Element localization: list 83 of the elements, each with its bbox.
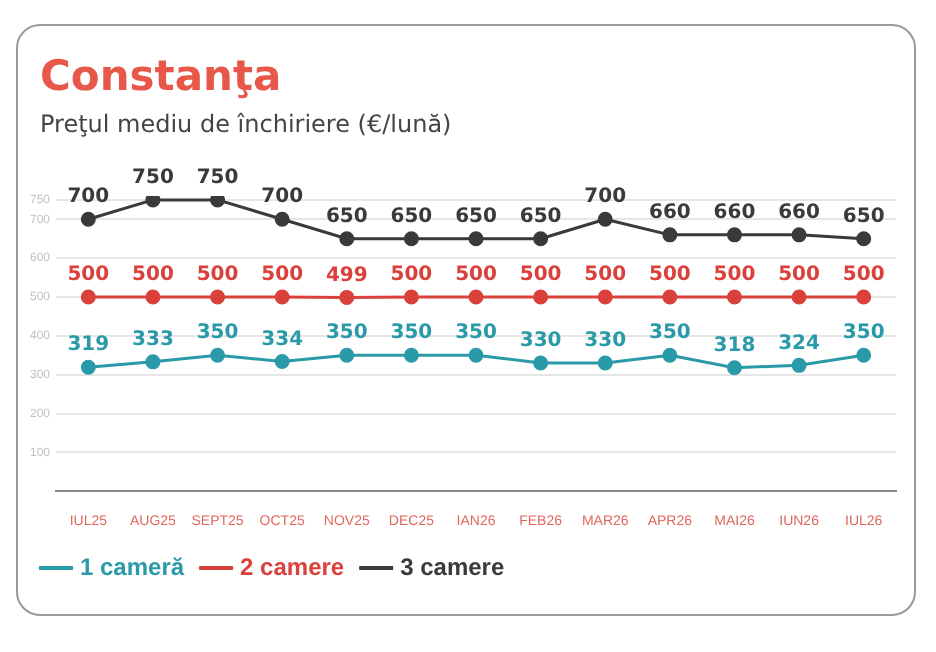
point [339, 231, 355, 247]
data-label: 350 [325, 322, 368, 345]
data-label: 500 [455, 264, 497, 287]
data-label: 500 [713, 264, 756, 287]
chart-title: Constanţa [40, 52, 282, 100]
data-label: 650 [455, 205, 497, 228]
point [339, 289, 355, 305]
chart-subtitle: Preţul mediu de închiriere (€/lună) [40, 110, 452, 138]
legend-label: 1 cameră [80, 552, 185, 581]
data-label: 660 [648, 202, 691, 225]
data-label: 330 [519, 330, 562, 353]
data-label: 660 [778, 202, 821, 225]
point [662, 227, 678, 243]
point [80, 211, 96, 227]
point [597, 355, 613, 371]
data-label: 700 [261, 186, 304, 209]
data-label: 500 [390, 264, 433, 287]
point [856, 231, 872, 247]
point [791, 357, 807, 373]
point [468, 289, 484, 305]
data-label: 350 [196, 322, 239, 345]
point [145, 196, 161, 208]
point [791, 289, 807, 305]
point [662, 289, 678, 305]
data-label: 750 [196, 167, 239, 190]
point [597, 289, 613, 305]
data-label: 700 [584, 186, 627, 209]
data-label: 500 [132, 264, 174, 287]
point [274, 353, 290, 369]
data-label: 500 [778, 264, 821, 287]
data-label: 500 [842, 264, 885, 287]
legend-label: 2 camere [240, 552, 345, 581]
data-label: 650 [842, 205, 885, 228]
point [533, 231, 549, 247]
data-label: 324 [778, 332, 821, 355]
data-label: 350 [455, 322, 497, 345]
point [403, 231, 419, 247]
point [468, 347, 484, 363]
point [533, 355, 549, 371]
point [80, 289, 96, 305]
data-label: 319 [67, 334, 110, 357]
data-label: 334 [261, 328, 304, 351]
point [403, 289, 419, 305]
point [210, 196, 226, 208]
point [662, 347, 678, 363]
data-label: 333 [132, 329, 174, 352]
point [145, 354, 161, 370]
point [274, 211, 290, 227]
point [726, 360, 742, 376]
point [210, 289, 226, 305]
data-label: 660 [713, 202, 756, 225]
point [339, 347, 355, 363]
point [210, 347, 226, 363]
data-label: 650 [325, 205, 368, 228]
data-label: 500 [519, 264, 562, 287]
data-label: 700 [67, 186, 110, 209]
point [468, 231, 484, 247]
point [80, 359, 96, 375]
data-label: 500 [261, 264, 304, 287]
data-label: 650 [390, 205, 433, 228]
data-label: 330 [584, 330, 627, 353]
point [145, 289, 161, 305]
data-label: 350 [648, 322, 691, 345]
point [533, 289, 549, 305]
point [791, 227, 807, 243]
data-label: 500 [648, 264, 691, 287]
point [274, 289, 290, 305]
data-label: 500 [196, 264, 239, 287]
data-label: 318 [713, 334, 756, 357]
legend-label: 3 camere [400, 552, 505, 581]
data-label: 500 [67, 264, 110, 287]
point [726, 289, 742, 305]
point [403, 347, 419, 363]
point [726, 227, 742, 243]
data-label: 650 [519, 205, 562, 228]
point [856, 347, 872, 363]
data-label: 499 [325, 264, 368, 287]
point [856, 289, 872, 305]
data-label: 350 [842, 322, 885, 345]
data-label: 350 [390, 322, 433, 345]
data-label: 500 [584, 264, 627, 287]
point [597, 211, 613, 227]
data-label: 750 [132, 167, 174, 190]
